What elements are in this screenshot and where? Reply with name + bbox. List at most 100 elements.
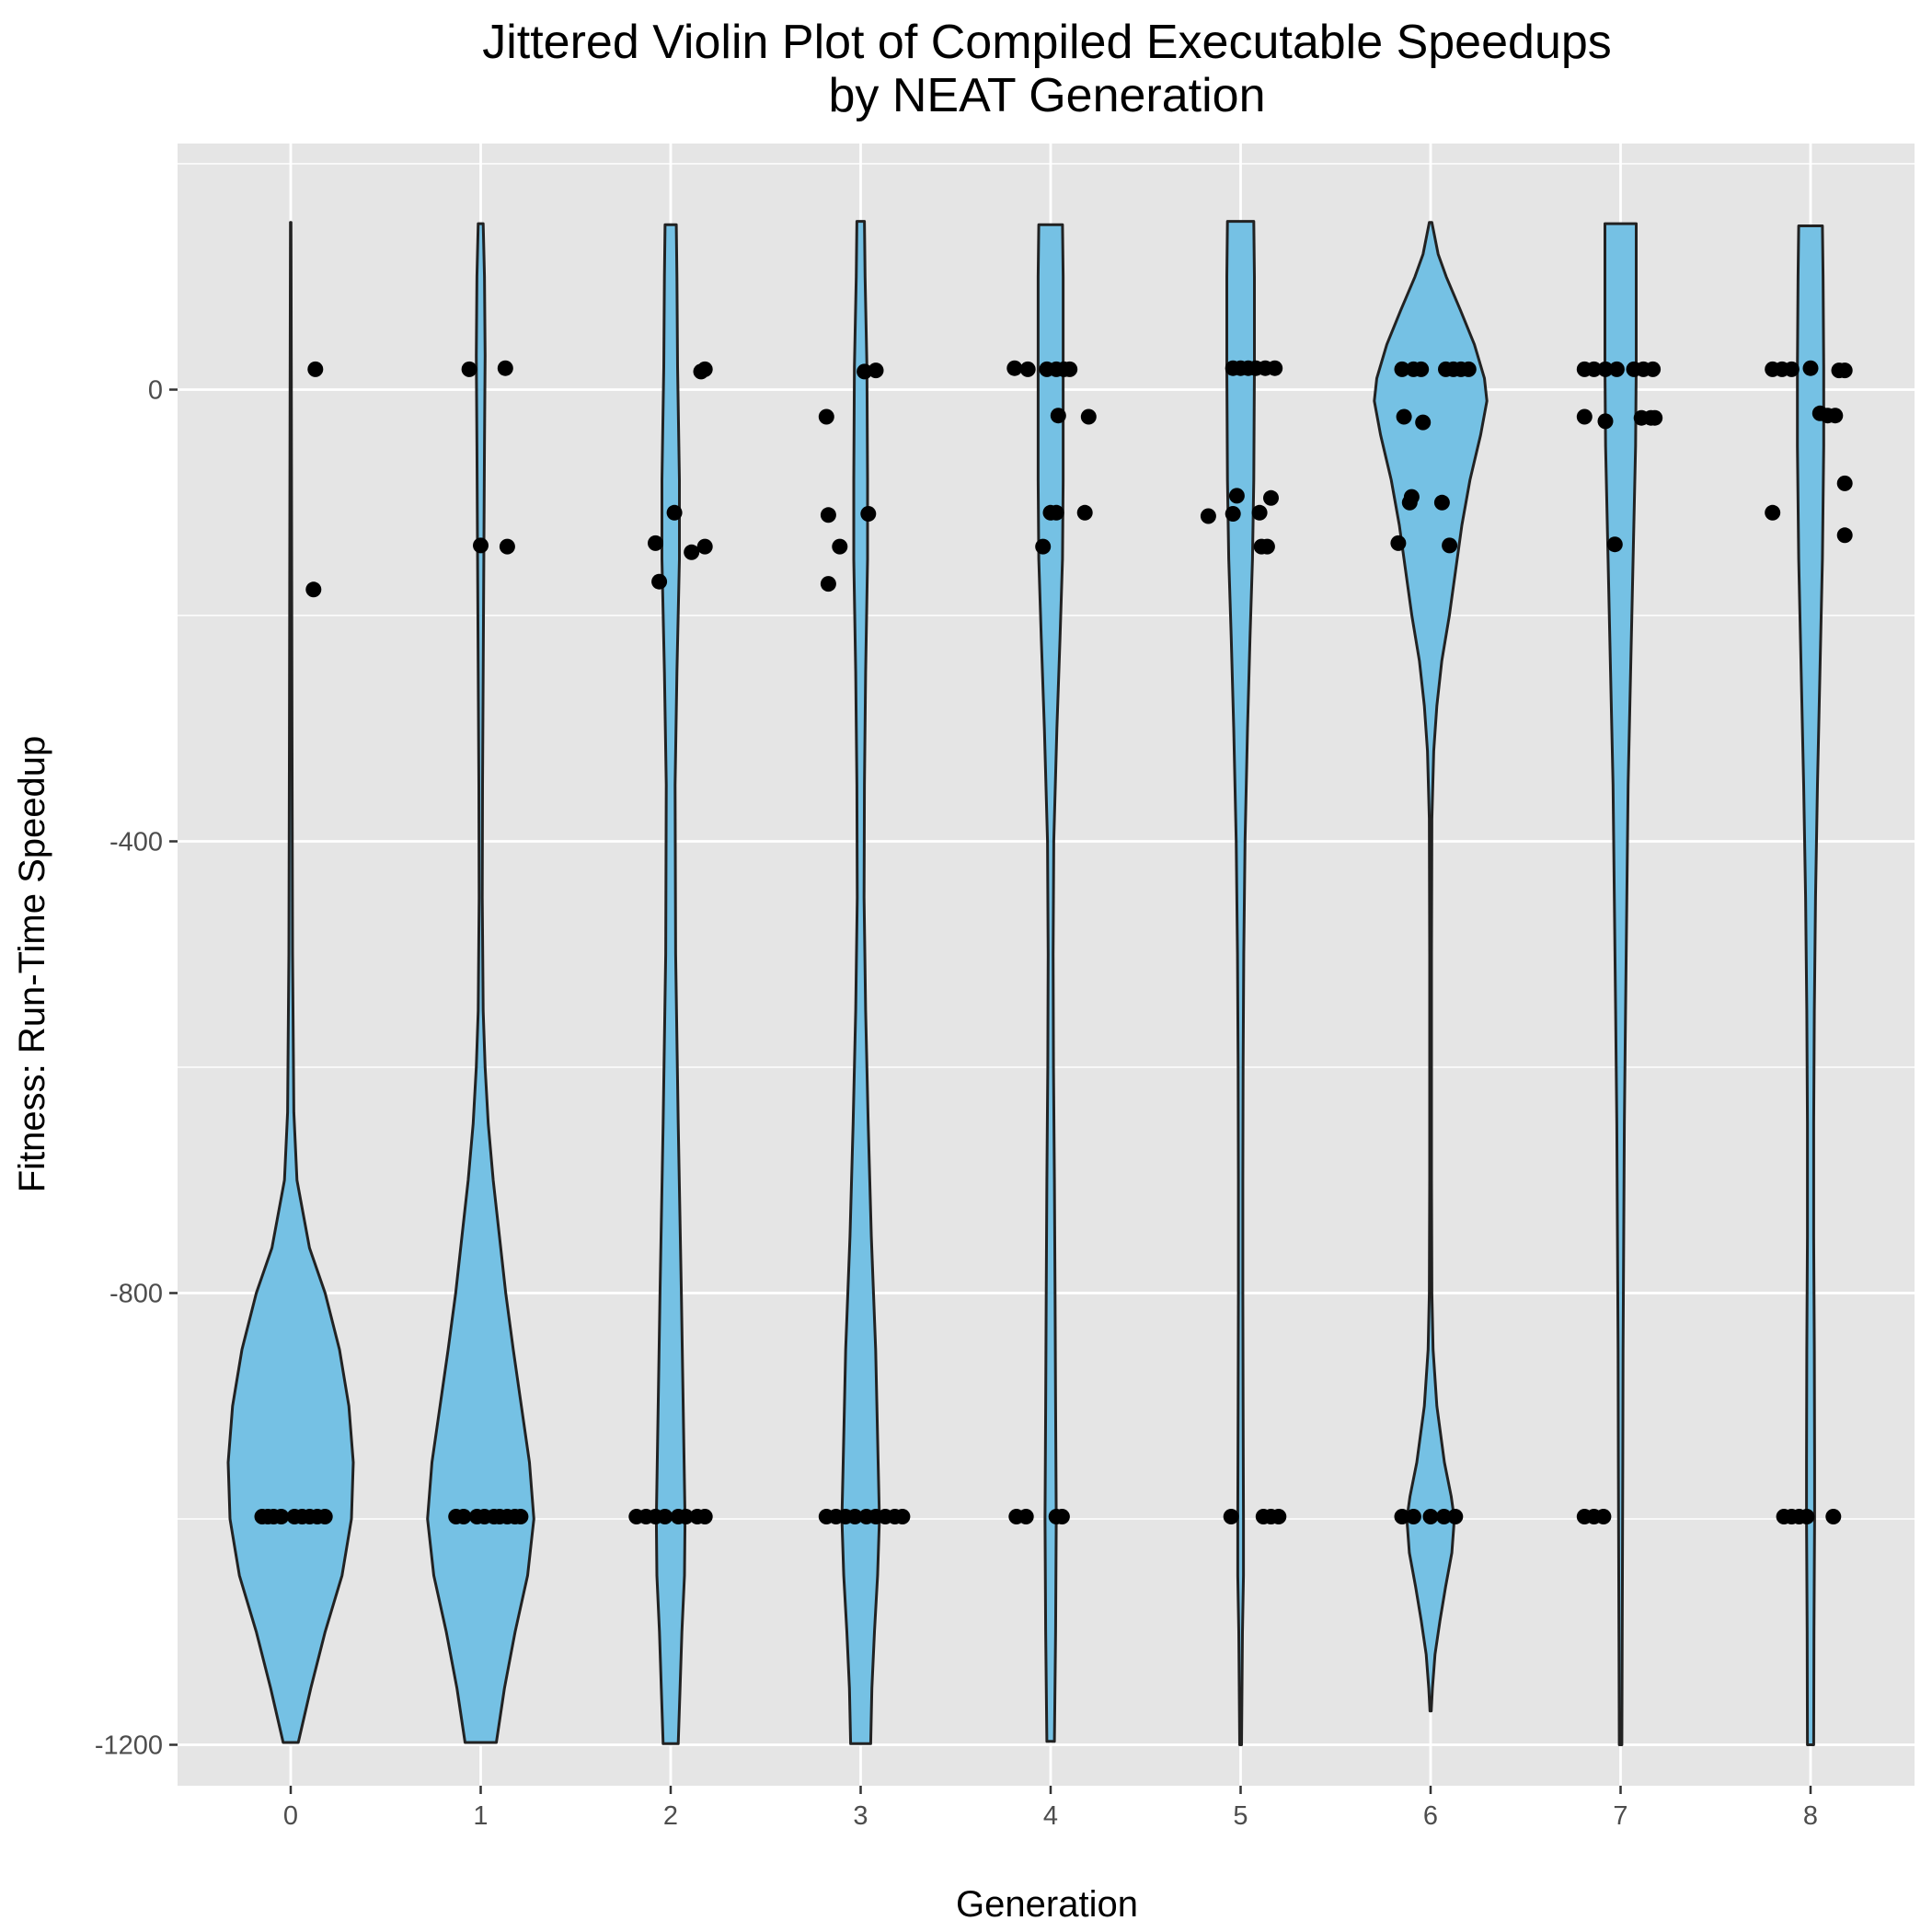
data-point-gen-3 <box>860 506 877 522</box>
data-point-gen-3 <box>857 363 873 380</box>
data-point-gen-6 <box>1394 1509 1410 1524</box>
data-point-gen-4 <box>1019 361 1036 377</box>
data-point-gen-5 <box>1200 508 1216 524</box>
data-point-gen-3 <box>868 362 884 379</box>
x-tick-label: 5 <box>1233 1801 1248 1831</box>
data-point-gen-6 <box>1436 1509 1452 1524</box>
data-point-gen-0 <box>305 581 322 598</box>
data-point-gen-6 <box>1396 408 1412 425</box>
y-axis-title: Fitness: Run-Time Speedup <box>12 736 52 1193</box>
y-tick-label: -1200 <box>95 1731 163 1761</box>
data-point-gen-8 <box>1825 1509 1842 1524</box>
data-point-gen-0 <box>307 361 324 377</box>
x-axis-ticks: 0 1 2 3 4 5 6 7 8 <box>283 1786 1818 1831</box>
data-point-gen-6 <box>1460 361 1477 377</box>
y-tick-label: -800 <box>109 1280 163 1309</box>
data-point-gen-5 <box>1251 504 1268 521</box>
violin-gen-1 <box>426 222 535 1744</box>
x-tick-label: 8 <box>1803 1801 1818 1831</box>
y-axis-ticks: 0 -400 -800 -1200 <box>95 376 178 1761</box>
data-point-gen-4 <box>1080 408 1097 425</box>
data-point-gen-6 <box>1433 494 1450 511</box>
data-point-gen-8 <box>1836 527 1853 544</box>
data-point-gen-1 <box>497 360 513 376</box>
data-point-gen-4 <box>1048 504 1064 521</box>
x-tick-label: 3 <box>853 1801 868 1831</box>
x-tick-label: 1 <box>473 1801 488 1831</box>
violin-gen-6 <box>1373 221 1489 1713</box>
data-point-gen-5 <box>1259 538 1275 555</box>
data-point-gen-2 <box>648 535 663 551</box>
data-point-gen-3 <box>894 1509 911 1524</box>
data-point-gen-5 <box>1263 489 1279 506</box>
data-point-gen-0 <box>316 1509 333 1524</box>
data-point-gen-4 <box>1035 538 1052 555</box>
x-tick-label: 0 <box>283 1801 298 1831</box>
x-tick-label: 7 <box>1613 1801 1627 1831</box>
data-point-gen-3 <box>832 538 848 555</box>
data-point-gen-3 <box>820 507 836 523</box>
data-point-gen-3 <box>818 408 834 425</box>
data-point-gen-7 <box>1645 361 1662 377</box>
data-point-gen-1 <box>473 537 489 554</box>
x-tick-label: 2 <box>663 1801 678 1831</box>
data-point-gen-4 <box>1076 504 1093 521</box>
data-point-gen-2 <box>696 1509 713 1524</box>
x-axis-title: Generation <box>956 1884 1138 1925</box>
data-point-gen-2 <box>696 538 713 555</box>
data-point-gen-7 <box>1597 413 1614 430</box>
data-point-gen-8 <box>1836 475 1853 491</box>
violin-gen-4 <box>1036 223 1065 1743</box>
data-point-gen-6 <box>1442 537 1458 554</box>
violin-gen-2 <box>654 223 687 1745</box>
violin-gen-3 <box>840 220 881 1745</box>
data-point-gen-5 <box>1228 488 1245 504</box>
jitter-points <box>254 360 1853 1524</box>
data-point-gen-8 <box>1827 408 1844 424</box>
data-point-gen-8 <box>1783 361 1800 377</box>
data-point-gen-6 <box>1401 494 1418 511</box>
data-point-gen-5 <box>1267 360 1283 376</box>
data-point-gen-0 <box>273 1509 290 1524</box>
data-point-gen-6 <box>1422 1509 1439 1524</box>
data-point-gen-4 <box>1006 360 1023 376</box>
data-point-gen-2 <box>666 504 683 521</box>
data-point-gen-2 <box>651 573 668 590</box>
violin-gen-5 <box>1225 220 1256 1746</box>
data-point-gen-1 <box>499 538 515 555</box>
data-point-gen-4 <box>1018 1509 1034 1524</box>
data-point-gen-1 <box>461 361 477 377</box>
y-tick-label: 0 <box>148 376 163 406</box>
violin-gen-0 <box>226 221 355 1744</box>
data-point-gen-6 <box>1394 361 1410 377</box>
data-point-gen-3 <box>820 576 836 592</box>
data-point-gen-8 <box>1765 504 1781 521</box>
data-point-gen-5 <box>1225 506 1241 522</box>
data-point-gen-4 <box>1053 1509 1070 1524</box>
data-point-gen-8 <box>1802 360 1819 376</box>
violins <box>226 220 1825 1746</box>
chart-title-line-2: by NEAT Generation <box>829 69 1266 122</box>
y-tick-label: -400 <box>109 828 163 857</box>
data-point-gen-3 <box>846 1509 863 1524</box>
data-point-gen-5 <box>1223 1509 1239 1524</box>
data-point-gen-7 <box>1576 408 1593 425</box>
data-point-gen-6 <box>1390 535 1407 551</box>
data-point-gen-2 <box>684 544 700 560</box>
data-point-gen-1 <box>455 1509 472 1524</box>
data-point-gen-2 <box>696 361 713 377</box>
x-tick-label: 4 <box>1043 1801 1058 1831</box>
data-point-gen-2 <box>657 1509 673 1524</box>
data-point-gen-7 <box>1643 409 1659 426</box>
data-point-gen-6 <box>1447 1509 1464 1524</box>
data-point-gen-2 <box>678 1509 694 1524</box>
data-point-gen-7 <box>1595 1509 1612 1524</box>
data-point-gen-6 <box>1405 1509 1421 1524</box>
chart-title-line-1: Jittered Violin Plot of Compiled Executa… <box>482 16 1612 69</box>
data-point-gen-7 <box>1606 536 1623 553</box>
data-point-gen-6 <box>1413 361 1430 377</box>
data-point-gen-8 <box>1836 362 1853 379</box>
violin-gen-8 <box>1796 224 1825 1746</box>
data-point-gen-7 <box>1608 361 1625 377</box>
